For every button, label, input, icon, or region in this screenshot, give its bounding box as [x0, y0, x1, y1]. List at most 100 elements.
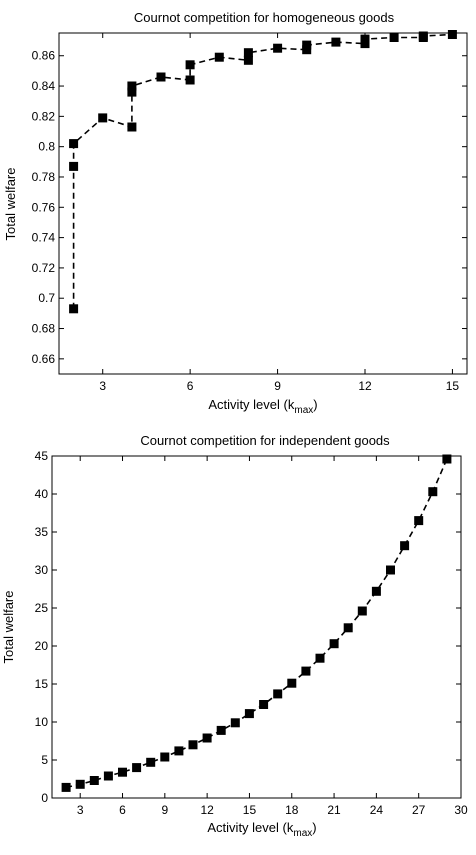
x-tick-label: 9: [161, 803, 168, 817]
data-point: [389, 33, 399, 42]
data-point: [103, 771, 113, 781]
data-point: [230, 718, 240, 728]
y-tick-label: 0.7: [38, 291, 55, 305]
data-point: [156, 72, 166, 82]
data-point: [118, 767, 127, 777]
x-tick-label: 3: [77, 803, 84, 817]
data-point: [273, 43, 283, 53]
x-axis-title-end: ): [313, 397, 317, 412]
x-axis-title-end: ): [312, 820, 316, 835]
y-axis-title: Total welfare: [1, 591, 16, 664]
x-axis-title: Activity level (kmax): [207, 820, 316, 839]
data-point: [146, 757, 156, 767]
data-point: [343, 623, 353, 633]
x-tick-label: 12: [200, 803, 214, 817]
x-tick-label: 27: [412, 803, 426, 817]
y-tick-label: 40: [35, 487, 49, 501]
data-point: [447, 30, 457, 39]
data-point: [386, 565, 395, 575]
data-point: [244, 709, 254, 719]
y-tick-label: 0.72: [32, 261, 56, 275]
series-line: [65, 458, 448, 789]
data-point: [185, 75, 195, 85]
data-point: [302, 40, 312, 50]
plot-frame: [51, 455, 462, 799]
y-tick-label: 35: [35, 525, 49, 539]
data-point: [273, 689, 283, 699]
y-tick-label: 0.74: [32, 231, 56, 245]
y-tick-label: 20: [35, 639, 49, 653]
x-tick-label: 24: [370, 803, 384, 817]
data-point: [202, 733, 212, 743]
plot-frame: [58, 32, 468, 375]
y-tick-label: 0.68: [32, 322, 56, 336]
data-point: [400, 541, 410, 551]
y-tick-label: 10: [35, 715, 49, 729]
y-tick-label: 0.66: [32, 352, 56, 366]
y-axis-title: Total welfare: [3, 168, 18, 241]
x-tick-label: 9: [274, 379, 281, 393]
data-point: [69, 139, 79, 149]
y-tick-label: 0.86: [32, 49, 56, 63]
axis-ticks: 3 6 9 12 15 0.66 0.68 0.7 0.72 0.74 0.76 0.78 0.8 0.8…: [32, 33, 467, 393]
x-axis-title: Activity level (kmax): [208, 397, 317, 416]
y-tick-label: 0.82: [32, 109, 56, 123]
data-point: [127, 87, 137, 97]
x-tick-label: 18: [285, 803, 299, 817]
y-tick-label: 0: [41, 791, 48, 805]
data-point: [174, 746, 184, 756]
x-tick-label: 6: [187, 379, 194, 393]
y-tick-label: 0.76: [32, 200, 56, 214]
y-tick-label: 30: [35, 563, 49, 577]
x-tick-label: 30: [454, 803, 468, 817]
x-tick-label: 15: [243, 803, 257, 817]
data-point: [75, 779, 85, 789]
x-tick-label: 12: [358, 379, 372, 393]
data-point: [301, 666, 311, 676]
data-point: [188, 740, 198, 750]
y-tick-label: 0.78: [32, 170, 56, 184]
data-point: [89, 776, 99, 785]
data-point: [216, 725, 226, 735]
x-axis-title-subscript: max: [293, 828, 312, 839]
data-point: [132, 763, 142, 773]
series-line: [72, 33, 453, 309]
axis-ticks: 3 6 9 12 15 18 21 24 27 30 0 5 10 15 20 25 30 35 40 45: [35, 449, 468, 817]
data-point: [418, 31, 428, 41]
data-point: [61, 782, 71, 792]
x-tick-label: 21: [327, 803, 341, 817]
data-point: [357, 606, 367, 616]
y-tick-label: 0.8: [38, 140, 55, 154]
data-point: [185, 60, 195, 70]
y-tick-label: 5: [41, 753, 48, 767]
data-point: [331, 37, 341, 47]
data-point: [69, 161, 79, 171]
data-point: [259, 700, 269, 709]
data-point: [127, 122, 137, 132]
chart-title: Cournot competition for homogeneous good…: [134, 10, 395, 25]
data-point: [442, 454, 452, 464]
x-tick-label: 3: [99, 379, 106, 393]
data-point: [243, 55, 253, 65]
data-point: [243, 48, 253, 58]
data-point: [428, 487, 438, 497]
chart-title: Cournot competition for independent good…: [140, 433, 390, 448]
data-point: [414, 516, 424, 526]
y-tick-label: 25: [35, 601, 49, 615]
homogeneous-goods-chart: Cournot competition for homogeneous good…: [3, 10, 468, 416]
x-tick-label: 15: [446, 379, 460, 393]
data-point: [214, 52, 224, 62]
data-point: [371, 586, 381, 596]
x-axis-title-main: Activity level (k: [208, 397, 294, 412]
y-tick-label: 0.84: [32, 79, 56, 93]
y-tick-label: 15: [35, 677, 49, 691]
data-point: [127, 81, 137, 91]
series-layer: [69, 30, 457, 314]
data-point: [287, 678, 297, 688]
data-point: [160, 752, 170, 762]
data-point: [360, 34, 370, 44]
y-tick-label: 45: [35, 449, 49, 463]
data-point: [315, 653, 325, 663]
x-tick-label: 6: [119, 803, 126, 817]
